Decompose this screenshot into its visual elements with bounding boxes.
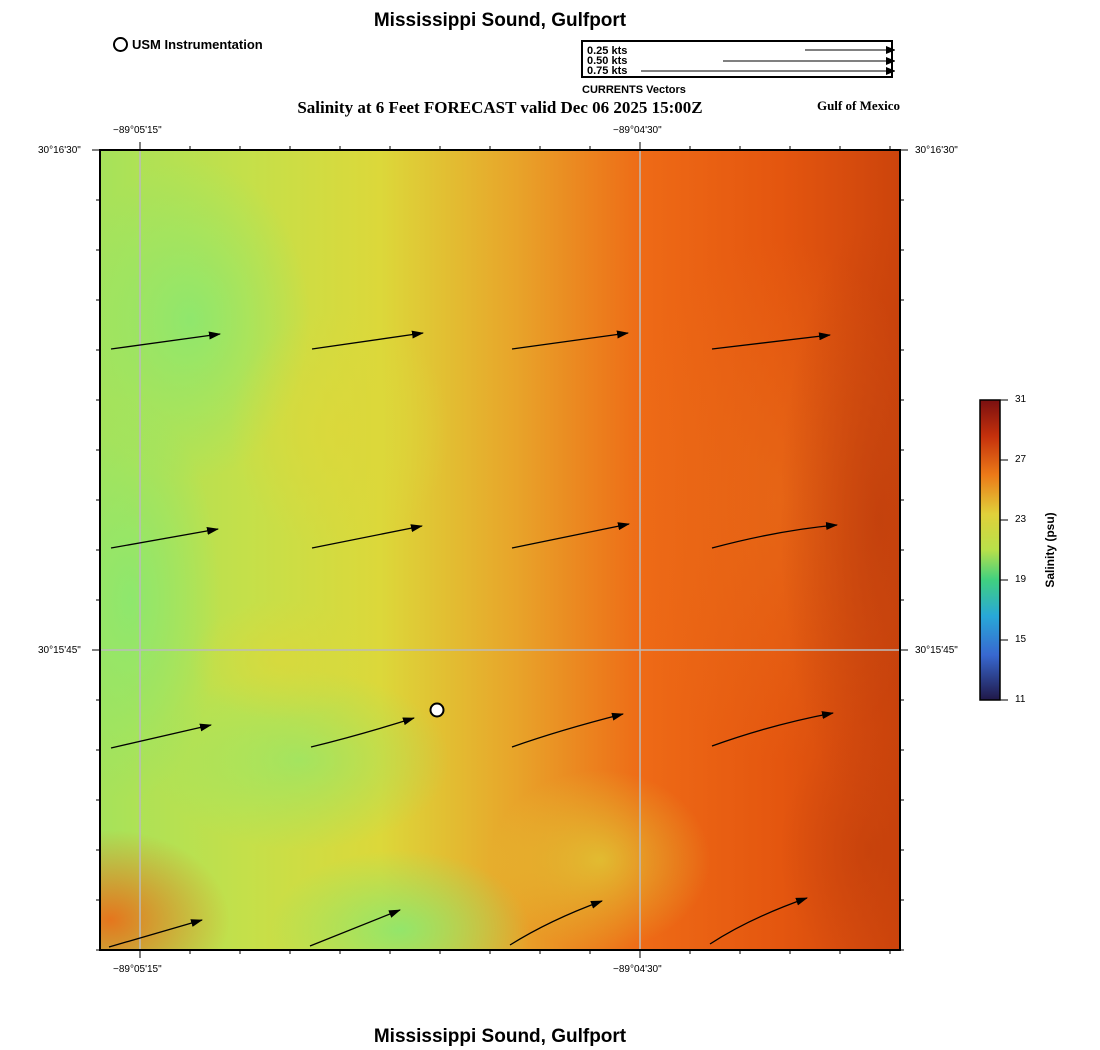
current-vector xyxy=(110,331,221,350)
region-label: Gulf of Mexico xyxy=(816,98,900,113)
current-vector xyxy=(711,332,831,350)
lat-label-right-2: 30°15'45" xyxy=(915,645,958,656)
vector-legend-box: 0.25 kts 0.50 kts 0.75 kts xyxy=(581,40,895,78)
current-vector xyxy=(511,522,630,549)
map-ticks xyxy=(92,142,908,958)
lat-label-right-1: 30°16'30" xyxy=(915,145,958,156)
current-vector xyxy=(711,711,834,747)
current-vector xyxy=(711,521,838,549)
current-vector xyxy=(309,909,401,947)
colorbar-ticks xyxy=(1000,399,1008,701)
salinity-colorbar xyxy=(979,399,1001,701)
lat-label-left-1: 30°16'30" xyxy=(38,145,81,156)
map-subtitle: Salinity at 6 Feet FORECAST valid Dec 06… xyxy=(297,98,703,117)
footer-title: Mississippi Sound, Gulfport xyxy=(373,1026,627,1047)
vector-legend-arrows xyxy=(641,46,895,75)
lon-label-top-1: −89°05'15" xyxy=(113,125,162,136)
map-title: Mississippi Sound, Gulfport xyxy=(373,10,627,31)
current-vector xyxy=(110,723,212,749)
lon-label-top-2: −89°04'30" xyxy=(613,125,662,136)
colorbar-tick-label: 27 xyxy=(1015,454,1027,465)
vector-legend-label-1: 0.25 kts xyxy=(587,45,628,57)
colorbar-tick-label: 19 xyxy=(1015,574,1027,585)
colorbar-tick-label: 23 xyxy=(1015,514,1027,525)
colorbar-tick-label: 31 xyxy=(1015,394,1027,405)
current-vector xyxy=(311,330,424,350)
current-vectors xyxy=(108,330,838,948)
current-vector xyxy=(511,330,629,350)
current-vector xyxy=(110,526,219,549)
current-vector xyxy=(511,712,624,748)
current-vector xyxy=(311,524,423,549)
lat-label-left-2: 30°15'45" xyxy=(38,645,81,656)
salinity-field xyxy=(100,150,900,950)
usm-instrumentation-station xyxy=(429,702,445,718)
colorbar-title: Salinity (psu) xyxy=(1043,512,1057,588)
current-vector xyxy=(509,900,603,946)
current-vector xyxy=(310,717,415,748)
current-vector xyxy=(108,919,203,948)
station-circle-icon xyxy=(113,37,128,52)
colorbar-tick-label: 11 xyxy=(1015,694,1026,705)
lon-label-bottom-2: −89°04'30" xyxy=(613,964,662,975)
map-gridlines xyxy=(100,150,900,950)
vector-legend-label-2: 0.50 kts xyxy=(587,55,628,67)
vector-legend-caption: CURRENTS Vectors xyxy=(582,84,686,96)
current-vector xyxy=(709,897,808,945)
instrument-legend-label: USM Instrumentation xyxy=(132,37,263,52)
instrument-legend: USM Instrumentation xyxy=(113,37,263,52)
vector-legend-label-3: 0.75 kts xyxy=(587,65,628,77)
colorbar-tick-label: 15 xyxy=(1015,634,1027,645)
lon-label-bottom-1: −89°05'15" xyxy=(113,964,162,975)
